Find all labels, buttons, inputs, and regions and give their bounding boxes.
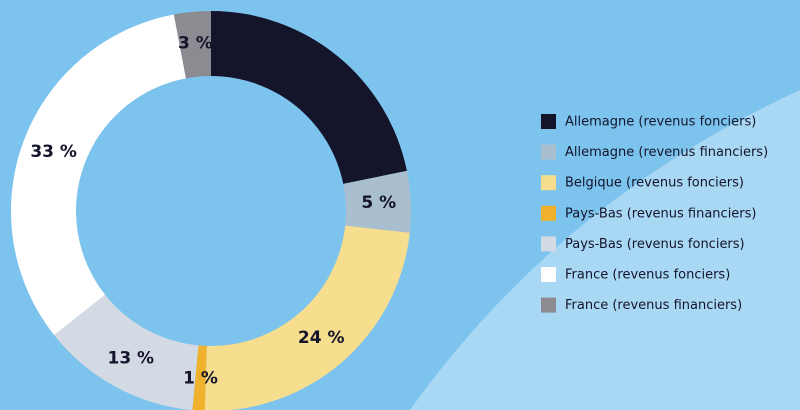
data-label: 24 %	[298, 328, 345, 348]
data-label: 1 %	[183, 369, 218, 389]
data-label: 13 %	[107, 349, 154, 369]
data-label: 22 %	[294, 71, 341, 91]
legend-swatch	[541, 144, 556, 160]
legend-swatch	[541, 267, 556, 282]
legend-swatch	[541, 236, 556, 252]
legend-swatch	[541, 205, 556, 221]
legend-label: France (revenus fonciers)	[565, 268, 730, 283]
slice	[192, 345, 207, 410]
legend-label: Allemagne (revenus fonciers)	[565, 115, 756, 130]
legend-swatch	[541, 297, 556, 313]
slice	[211, 11, 407, 184]
data-labels: 22 % 5 % 24 % 1 % 13 % 33 % 3 %	[30, 34, 396, 389]
slice	[54, 294, 199, 410]
legend-label: France (revenus financiers)	[565, 298, 742, 313]
data-label: 5 %	[361, 193, 396, 213]
donut	[10, 11, 411, 410]
legend-label: Belgique (revenus fonciers)	[565, 176, 744, 191]
data-label: 3 %	[178, 34, 213, 54]
legend: Allemagne (revenus fonciers) Allemagne (r…	[541, 114, 768, 313]
background-shape	[410, 90, 800, 410]
legend-label: Allemagne (revenus financiers)	[565, 145, 768, 160]
slice	[10, 14, 186, 336]
slice	[173, 11, 211, 79]
slice	[343, 170, 411, 233]
slice	[204, 225, 410, 410]
legend-label: Pays-Bas (revenus financiers)	[565, 206, 757, 221]
legend-swatch	[541, 114, 556, 129]
legend-label: Pays-Bas (revenus fonciers)	[565, 237, 745, 252]
data-label: 33 %	[30, 142, 77, 162]
legend-swatch	[541, 175, 556, 191]
